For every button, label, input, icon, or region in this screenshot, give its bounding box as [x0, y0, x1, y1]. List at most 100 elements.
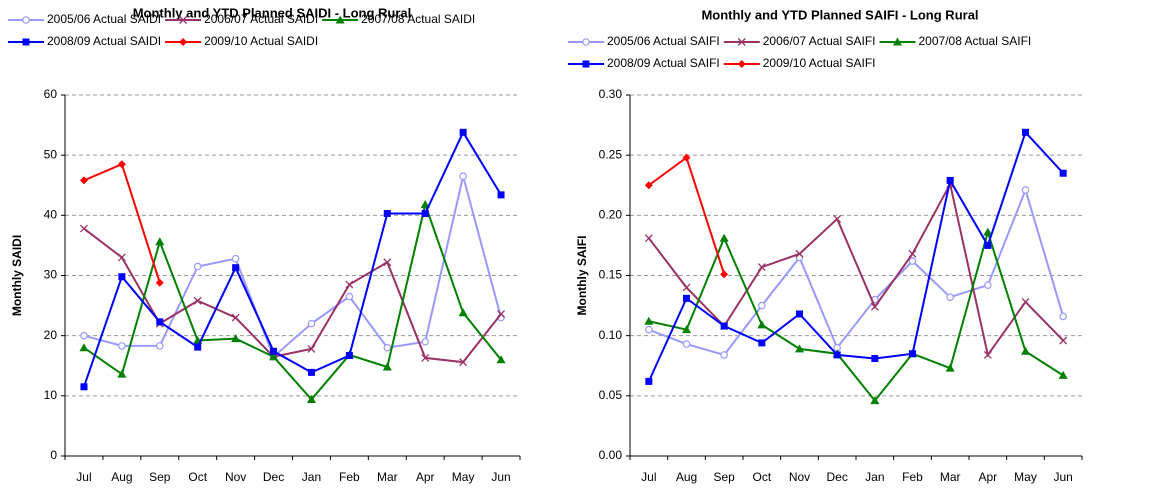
legend-label: 2008/09 Actual SAIFI [607, 56, 720, 70]
data-point [720, 322, 728, 330]
legend-marker [582, 38, 590, 46]
data-point [871, 355, 879, 363]
data-point [984, 241, 992, 249]
data-point [270, 347, 278, 355]
chart: Monthly and YTD Planned SAIFI - Long Rur… [568, 7, 1083, 484]
x-tick-label: Mar [940, 470, 961, 484]
legend-entry: 2008/09 Actual SAIFI [568, 56, 720, 70]
data-point [345, 352, 353, 360]
y-tick-label: 0.15 [599, 268, 623, 282]
data-point [758, 301, 766, 310]
y-tick-label: 0 [50, 448, 57, 462]
data-point [383, 258, 392, 267]
y-tick-label: 50 [44, 147, 58, 161]
data-point [833, 214, 842, 223]
y-tick-label: 40 [44, 208, 58, 222]
data-point [459, 358, 468, 367]
data-point [80, 383, 88, 391]
data-point [383, 210, 391, 218]
series-line [647, 130, 1064, 382]
data-point [79, 224, 88, 233]
data-point [156, 318, 164, 326]
legend-marker [737, 38, 746, 46]
x-tick-label: Jan [865, 470, 884, 484]
data-point [757, 263, 766, 272]
data-point [908, 249, 917, 258]
data-point [345, 280, 354, 289]
x-tick-label: Oct [752, 470, 771, 484]
data-point [345, 292, 354, 301]
data-point [459, 128, 467, 136]
y-tick-label: 0.00 [599, 448, 623, 462]
x-tick-label: May [452, 470, 475, 484]
data-point [193, 262, 202, 271]
y-axis-label: Monthly SAIDI [10, 235, 24, 316]
data-point [644, 234, 653, 243]
data-point [1021, 186, 1030, 194]
data-point [645, 325, 653, 334]
chart-title: Monthly and YTD Planned SAIDI - Long Rur… [133, 5, 412, 20]
legend-marker [335, 15, 345, 24]
data-point [1058, 370, 1068, 379]
y-tick-label: 0.10 [599, 328, 623, 342]
series-line [83, 175, 503, 359]
x-tick-label: Jul [641, 470, 656, 484]
legend-marker [22, 16, 30, 24]
data-point [80, 331, 88, 340]
legend-label: 2007/08 Actual SAIDI [361, 12, 475, 26]
legend-label: 2006/07 Actual SAIFI [763, 34, 876, 48]
legend-label: 2006/07 Actual SAIDI [204, 12, 318, 26]
data-point [194, 343, 202, 351]
x-tick-label: Feb [339, 470, 360, 484]
legend-entry: 2007/08 Actual SAIDI [322, 12, 475, 26]
legend-entry: 2009/10 Actual SAIFI [723, 56, 876, 70]
data-point [117, 369, 127, 378]
data-point [1021, 346, 1030, 355]
data-point [720, 351, 728, 359]
data-point [682, 153, 691, 162]
y-tick-label: 60 [44, 87, 58, 101]
data-point [796, 310, 803, 318]
x-tick-label: Jan [302, 470, 321, 484]
legend-marker [737, 60, 746, 68]
x-tick-label: Dec [826, 470, 847, 484]
legend-label: 2005/06 Actual SAIDI [47, 12, 161, 26]
x-tick-label: Apr [978, 470, 997, 484]
legend-label: 2005/06 Actual SAIFI [607, 34, 720, 48]
data-point [795, 249, 804, 258]
y-tick-label: 0.20 [599, 208, 623, 222]
x-tick-label: Nov [789, 470, 810, 484]
series-line [83, 162, 161, 284]
data-point [870, 302, 879, 311]
data-point [117, 253, 126, 262]
data-point [269, 352, 279, 361]
data-point [682, 283, 691, 292]
data-point [118, 273, 126, 281]
legend-entry: 2006/07 Actual SAIDI [165, 12, 318, 26]
legend-label: 2009/10 Actual SAIFI [763, 56, 876, 70]
data-point [1022, 128, 1029, 136]
x-tick-label: Feb [902, 470, 923, 484]
chart-title: Monthly and YTD Planned SAIFI - Long Rur… [701, 7, 978, 22]
data-point [118, 342, 126, 350]
legend-entry: 2005/06 Actual SAIDI [8, 12, 161, 26]
series-line [83, 227, 502, 364]
legend-label: 2007/08 Actual SAIFI [919, 34, 1032, 48]
legend-marker [179, 16, 188, 24]
data-point [1059, 312, 1067, 321]
data-point [79, 176, 88, 185]
data-point [758, 339, 766, 347]
legend-marker [22, 38, 30, 46]
data-point [155, 278, 164, 287]
data-point [833, 351, 841, 359]
data-point [231, 254, 240, 263]
legend-marker [893, 37, 902, 46]
y-tick-label: 0.25 [599, 147, 623, 161]
x-tick-label: Sep [149, 470, 171, 484]
series-line [83, 130, 502, 388]
data-point [983, 350, 992, 359]
data-point [307, 368, 315, 376]
series-line [648, 155, 726, 275]
data-point [117, 160, 126, 169]
